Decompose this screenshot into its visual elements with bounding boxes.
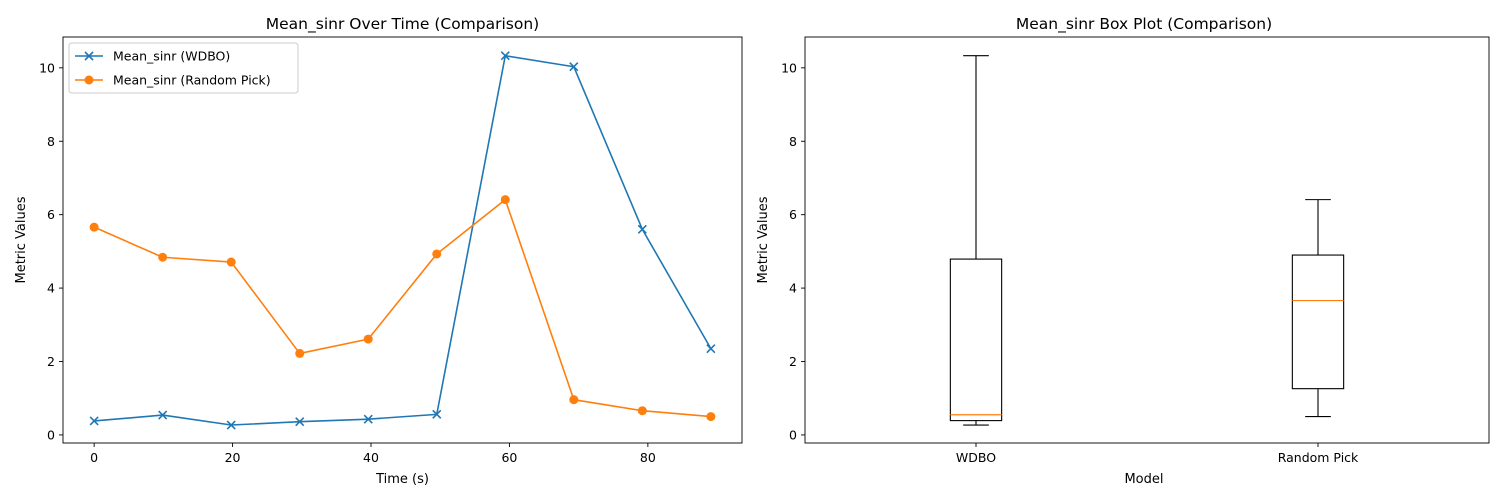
data-point — [89, 222, 99, 232]
line-chart-ticks: 0 20 40 60 80 0 2 4 6 8 10 — [39, 60, 656, 465]
line-chart-legend: Mean_sinr (WDBO) Mean_sinr (Random Pick) — [68, 42, 299, 94]
y-tick-label: 8 — [789, 134, 797, 149]
box-iqr — [1291, 254, 1345, 390]
x-tick-label: 0 — [90, 450, 98, 465]
legend-marker-x — [84, 51, 94, 61]
y-tick-label: 4 — [789, 281, 797, 296]
data-point — [637, 224, 647, 234]
y-tick-label: 2 — [47, 354, 55, 369]
box-1 — [1291, 199, 1345, 418]
line-chart-ylabel: Metric Values — [14, 196, 29, 283]
y-tick-label: 10 — [781, 60, 797, 75]
x-tick-label: WDBO — [956, 450, 996, 465]
y-tick-label: 8 — [47, 134, 55, 149]
data-point — [706, 412, 716, 422]
box-chart-ylabel: Metric Values — [756, 196, 771, 283]
y-tick-label: 2 — [789, 354, 797, 369]
data-point — [500, 51, 510, 61]
data-point — [295, 348, 305, 358]
legend-label-random: Mean_sinr (Random Pick) — [113, 73, 271, 88]
data-point — [432, 409, 442, 419]
y-tick-label: 6 — [47, 207, 55, 222]
y-tick-label: 0 — [47, 427, 55, 442]
data-point — [158, 252, 168, 262]
line-chart-series — [89, 51, 716, 430]
line-chart-title: Mean_sinr Over Time (Comparison) — [266, 15, 539, 34]
box-chart: Mean_sinr Box Plot (Comparison) WDBO Rand… — [756, 15, 1490, 487]
box-iqr — [949, 258, 1003, 422]
data-point — [637, 406, 647, 416]
data-point — [226, 257, 236, 267]
y-tick-label: 0 — [789, 427, 797, 442]
x-tick-label: 20 — [225, 450, 241, 465]
legend-marker-circle — [84, 75, 94, 85]
data-point — [226, 420, 236, 430]
legend-label-wdbo: Mean_sinr (WDBO) — [113, 49, 230, 64]
series-line-1 — [93, 198, 711, 418]
x-tick-label: 40 — [363, 450, 379, 465]
line-chart-xlabel: Time (s) — [375, 472, 429, 487]
data-point — [158, 410, 168, 420]
y-tick-label: 10 — [39, 60, 55, 75]
series-line-0 — [94, 54, 712, 426]
box-0 — [949, 55, 1003, 426]
box-chart-frame — [804, 36, 1490, 444]
data-point — [89, 416, 99, 426]
data-point — [569, 62, 579, 72]
data-point — [706, 344, 716, 354]
x-tick-label: 80 — [640, 450, 656, 465]
legend-box — [68, 42, 299, 94]
data-point — [569, 395, 579, 405]
line-chart: Mean_sinr Over Time (Comparison) 0 20 40 60… — [14, 15, 743, 487]
data-point — [432, 249, 442, 259]
box-chart-title: Mean_sinr Box Plot (Comparison) — [1016, 15, 1272, 34]
x-tick-label: Random Pick — [1278, 450, 1359, 465]
y-tick-label: 4 — [47, 281, 55, 296]
data-point — [295, 417, 305, 427]
box-chart-ticks: WDBO Random Pick 0 2 4 6 8 10 — [781, 60, 1359, 465]
box-chart-xlabel: Model — [1124, 472, 1163, 487]
box-chart-boxes — [949, 55, 1345, 426]
line-chart-frame — [62, 36, 743, 444]
data-point — [363, 414, 373, 424]
y-tick-label: 6 — [789, 207, 797, 222]
x-tick-label: 60 — [501, 450, 517, 465]
data-point — [363, 334, 373, 344]
data-point — [500, 195, 510, 205]
